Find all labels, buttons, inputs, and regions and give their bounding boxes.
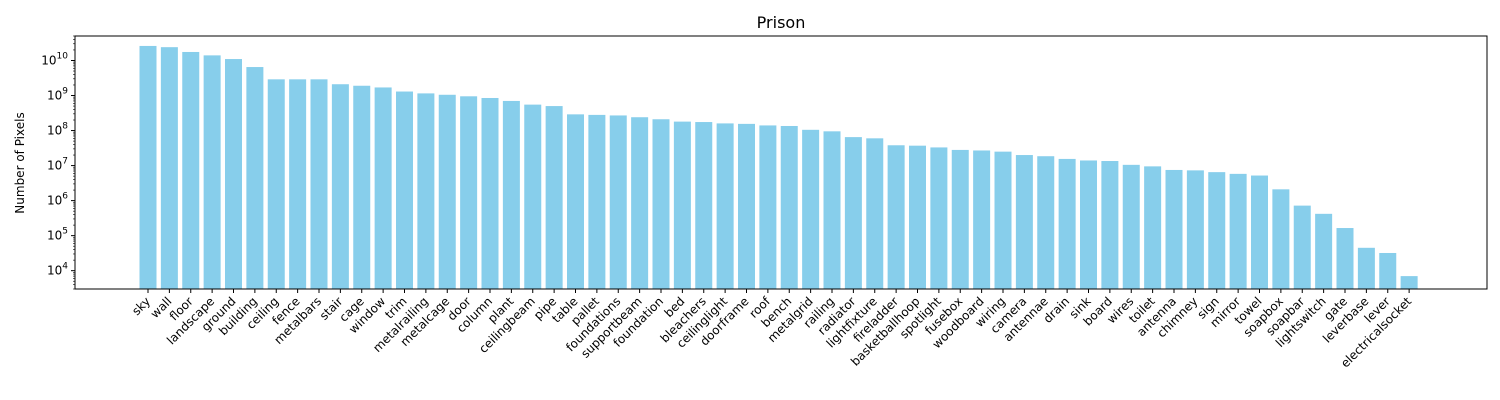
bar-basketballhoop	[909, 145, 926, 289]
bar-sink	[1080, 160, 1097, 289]
y-axis-ticks: 104 105 106 107 108 109 1010	[41, 35, 75, 290]
bar-soapbar	[1293, 205, 1311, 289]
bar-lever	[1379, 252, 1397, 289]
bar-bed	[673, 121, 691, 289]
bar-lightfixture	[866, 138, 884, 289]
x-axis-ticks: skywallfloorlandscapegroundbuildingceili…	[129, 289, 1414, 370]
bar-pallet	[588, 114, 606, 289]
bar-leverbase	[1357, 247, 1375, 289]
bar-metalcage	[438, 94, 456, 289]
bar-toilet	[1144, 166, 1162, 289]
bar-column	[481, 97, 499, 290]
bar-gate	[1336, 228, 1354, 289]
bar-foundation	[652, 119, 670, 289]
bars-group	[139, 45, 1418, 290]
bar-chimney	[1186, 170, 1204, 289]
bar-sky	[139, 45, 157, 290]
bar-pipe	[545, 106, 563, 289]
chart-title: Prison	[757, 13, 806, 32]
bar-stair	[331, 84, 349, 289]
bar-building	[246, 67, 264, 289]
bar-radiator	[844, 137, 862, 289]
bar-camera	[1015, 155, 1033, 289]
bar-cage	[353, 85, 371, 289]
bar-trim	[396, 91, 413, 289]
bar-doorframe	[738, 123, 755, 289]
y-tick-label: 1010	[41, 51, 68, 67]
y-tick-label: 106	[47, 192, 68, 208]
bar-landscape	[203, 55, 221, 290]
y-axis-label: Number of Pixels	[13, 112, 27, 213]
bar-woodboard	[973, 150, 991, 289]
bar-towel	[1251, 175, 1268, 289]
y-tick-label: 108	[47, 122, 68, 138]
bar-fusebox	[951, 149, 969, 289]
bar-floor	[182, 51, 200, 289]
bar-metalgrid	[802, 129, 820, 289]
bar-board	[1101, 161, 1119, 289]
y-tick-label: 109	[47, 87, 68, 103]
bar-ceilingbeam	[524, 104, 542, 290]
bar-wiring	[994, 151, 1012, 289]
bar-wall	[160, 47, 178, 289]
bar-soapbox	[1272, 189, 1290, 289]
bar-antennae	[1037, 156, 1055, 289]
bar-drain	[1058, 158, 1076, 289]
bar-railing	[823, 131, 841, 289]
y-tick-label: 104	[47, 262, 68, 278]
bar-plant	[502, 100, 520, 289]
bar-mirror	[1229, 173, 1247, 289]
plot-area-frame	[74, 35, 1488, 290]
bar-bench	[780, 125, 798, 290]
bar-wires	[1122, 164, 1140, 289]
bar-window	[374, 87, 392, 289]
y-tick-label: 105	[47, 227, 68, 243]
y-tick-label: 107	[47, 157, 68, 173]
bar-table	[567, 114, 584, 289]
bar-supportbeam	[631, 117, 649, 289]
bar-metalbars	[310, 79, 328, 289]
bar-fence	[289, 79, 307, 289]
bar-spotlight	[930, 147, 948, 289]
bar-lightswitch	[1315, 213, 1333, 289]
bar-electricalsocket	[1400, 276, 1418, 289]
bar-antenna	[1165, 169, 1183, 289]
bar-ceilinglight	[716, 123, 734, 290]
bar-ground	[225, 59, 242, 289]
bar-sign	[1208, 172, 1226, 289]
bar-roof	[759, 125, 777, 290]
bar-foundations	[609, 115, 627, 289]
bar-fireladder	[887, 145, 905, 289]
bar-ceiling	[267, 79, 285, 289]
bar-bleachers	[695, 122, 713, 289]
x-tick-label: sky	[129, 294, 153, 318]
bar-metalrailing	[417, 93, 435, 289]
bar-door	[460, 96, 478, 289]
